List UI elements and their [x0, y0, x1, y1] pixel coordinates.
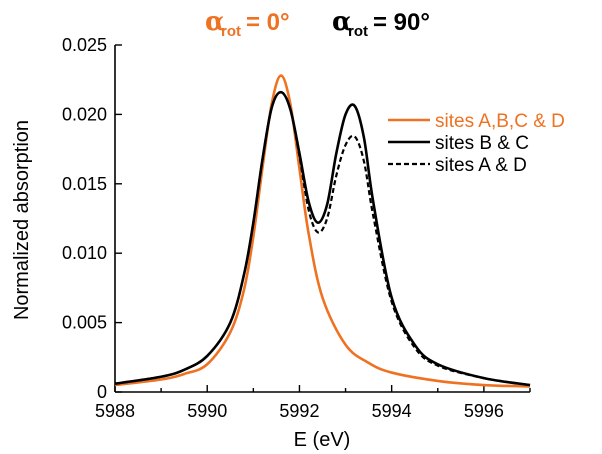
y-tick-label: 0.015 — [62, 174, 107, 194]
legend-item-sites-bc: sites B & C — [388, 133, 529, 154]
series-layer — [114, 74, 531, 388]
x-tick-label: 5996 — [464, 401, 504, 421]
legend-item-sites-ad: sites A & D — [388, 155, 527, 176]
y-axis-title: Normalized absorption — [11, 120, 33, 320]
y-tick-label: 0.025 — [62, 35, 107, 55]
x-tick-label: 5994 — [372, 401, 412, 421]
y-tick-label: 0 — [97, 382, 107, 402]
y-tick-label: 0.020 — [62, 104, 107, 124]
series-line-sites-bc — [114, 90, 531, 387]
chart-title: α rot = 0° α rot = 90° — [205, 7, 430, 40]
title-left-value: = 0° — [246, 9, 290, 36]
x-tick-label: 5988 — [95, 401, 135, 421]
y-tick-label: 0.010 — [62, 243, 107, 263]
axes — [114, 45, 530, 393]
title-right-subscript: rot — [348, 23, 368, 40]
y-tick-label: 0.005 — [62, 313, 107, 333]
x-ticks: 5988 5990 5992 5994 5996 — [95, 385, 531, 421]
x-tick-label: 5992 — [279, 401, 319, 421]
series-line-sites-abcd — [114, 74, 531, 388]
x-tick-label: 5990 — [187, 401, 227, 421]
legend-label: sites A & D — [435, 155, 527, 176]
x-axis-title: E (eV) — [294, 429, 351, 451]
title-left-subscript: rot — [221, 23, 241, 40]
title-right-symbol: α — [332, 7, 352, 37]
legend-label: sites A,B,C & D — [435, 111, 565, 132]
legend-label: sites B & C — [435, 133, 529, 154]
y-ticks: 0 0.005 0.010 0.015 0.020 0.025 — [62, 35, 122, 402]
title-left-symbol: α — [205, 7, 225, 37]
legend-item-sites-abcd: sites A,B,C & D — [388, 111, 565, 132]
title-right-value: = 90° — [373, 9, 430, 36]
